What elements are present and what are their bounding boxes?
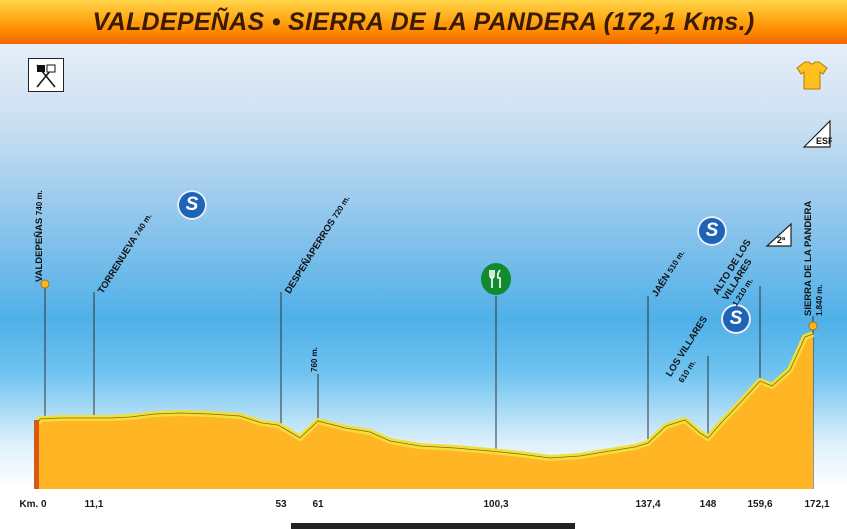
stage-title: VALDEPEÑAS • SIERRA DE LA PANDERA (172,1… <box>92 7 755 36</box>
bottom-edge-bar <box>291 523 575 529</box>
sprint-icon: S <box>177 190 207 220</box>
category-icon: 2ª <box>765 222 793 248</box>
jersey-icon <box>796 60 828 90</box>
sprint-letter: S <box>729 308 743 329</box>
km-tick: 137,4 <box>635 499 661 510</box>
km-tick: 172,1 <box>804 499 830 510</box>
finish-climb-icon: ESP <box>802 119 834 149</box>
label-pandera-name: SIERRA DE LA PANDERA <box>803 200 814 316</box>
stage-header: VALDEPEÑAS • SIERRA DE LA PANDERA (172,1… <box>0 0 847 44</box>
feed-zone-icon <box>481 263 511 295</box>
label-valdepenas-alt: 740 m. <box>35 190 44 216</box>
sprint-letter: S <box>185 194 199 215</box>
km-start-label: Km. 0 <box>19 499 47 510</box>
start-flag-icon <box>28 58 64 92</box>
terrain-left-wall <box>34 420 39 489</box>
label-pandera-alt: 1.840 m. <box>815 284 824 316</box>
label-pandera: SIERRA DE LA PANDERA 1.840 m. <box>803 201 825 316</box>
km-tick: 11,1 <box>84 499 104 510</box>
finish-point-dot <box>808 321 818 331</box>
category-label: 2ª <box>777 235 786 245</box>
km-tick: 53 <box>275 499 287 510</box>
terrain-outline <box>37 333 814 459</box>
sprint-icon: S <box>721 304 751 334</box>
start-point-dot <box>40 279 50 289</box>
label-valdepenas-name: VALDEPEÑAS <box>34 217 45 282</box>
elevation-profile <box>34 279 818 489</box>
label-760-alt: 760 m. <box>310 347 319 372</box>
km-tick: 159,6 <box>747 499 773 510</box>
km-tick: 100,3 <box>483 499 509 510</box>
km-axis: Km. 0 11,1 53 61 100,3 137,4 148 159,6 1… <box>0 489 847 529</box>
sprint-icon: S <box>697 216 727 246</box>
label-valdepenas: VALDEPEÑAS 740 m. <box>34 190 45 282</box>
sprint-letter: S <box>705 220 719 241</box>
km-tick: 148 <box>699 499 717 510</box>
km-tick: 61 <box>312 499 324 510</box>
profile-panel <box>0 44 847 489</box>
esp-label: ESP <box>816 136 832 146</box>
label-760: 760 m. <box>309 347 320 372</box>
